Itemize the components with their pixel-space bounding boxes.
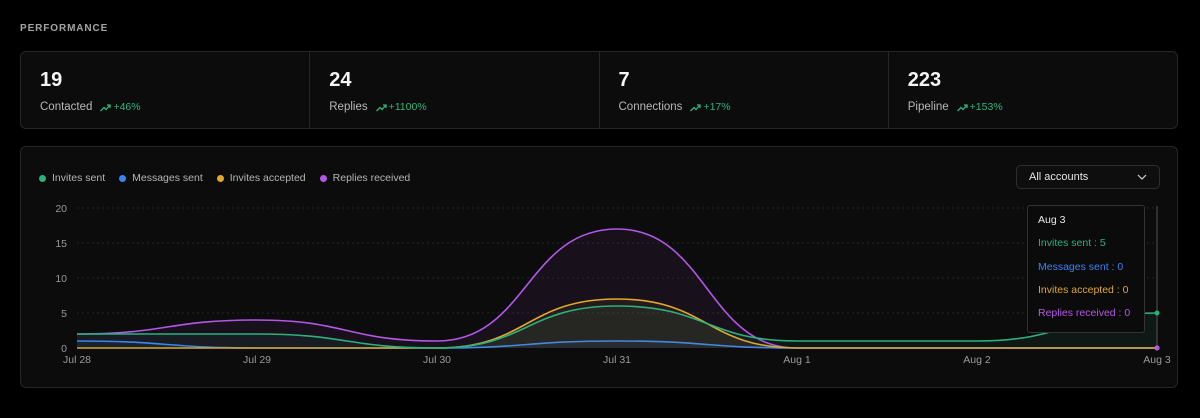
line-chart[interactable]: 0 5 10 15 20 Jul 28 Jul 29 Jul 30 Jul 31 Aug 1 Aug… <box>21 147 1179 389</box>
stat-value: 24 <box>329 69 352 91</box>
stat-value: 7 <box>618 69 630 91</box>
x-tick-label: Jul 30 <box>423 354 451 366</box>
stat-label: Connections <box>618 101 683 113</box>
legend-label: Invites sent <box>52 172 106 184</box>
tooltip-messages-sent: Messages sent : 0 <box>1038 260 1124 273</box>
account-select[interactable]: All accounts <box>1016 165 1160 189</box>
activity-chart-card: Invites sent Messages sent Invites accep… <box>20 146 1178 388</box>
stat-connections: 7 Connections +17% <box>600 52 889 128</box>
trend-badge: +153% <box>956 101 1003 113</box>
stat-label: Replies <box>329 101 368 113</box>
series-area <box>77 229 1157 348</box>
stat-label: Contacted <box>40 101 93 113</box>
legend-item-messages-sent[interactable]: Messages sent <box>119 172 203 184</box>
y-tick-label: 15 <box>55 238 67 250</box>
series-line <box>77 298 1157 349</box>
stat-pipeline: 223 Pipeline +153% <box>889 52 1177 128</box>
legend-item-replies-received[interactable]: Replies received <box>319 172 411 184</box>
section-title: PERFORMANCE <box>20 23 109 34</box>
series-line <box>76 305 1158 349</box>
tooltip-date: Aug 3 <box>1038 214 1066 226</box>
series-area <box>77 341 1157 348</box>
trend-value: +153% <box>969 101 1003 113</box>
series-area <box>77 306 1157 348</box>
stat-replies: 24 Replies +1100% <box>310 52 600 128</box>
trend-badge: +46% <box>100 101 141 113</box>
hover-point <box>1154 310 1160 316</box>
legend-item-invites-sent[interactable]: Invites sent <box>39 172 105 184</box>
chart-legend: Invites sent Messages sent Invites accep… <box>39 172 424 184</box>
legend-dot <box>39 174 46 182</box>
trend-up-icon <box>956 103 968 111</box>
x-tick-label: Jul 31 <box>603 354 631 366</box>
chart-tooltip: Aug 3 Invites sent : 5 Messages sent : 0… <box>1027 205 1145 333</box>
series-area <box>77 299 1157 348</box>
stat-label: Pipeline <box>907 101 949 113</box>
legend-label: Messages sent <box>132 172 203 184</box>
trend-up-icon <box>100 103 112 111</box>
trend-value: +46% <box>113 101 141 113</box>
y-tick-label: 0 <box>61 343 67 355</box>
legend-item-invites-accepted[interactable]: Invites accepted <box>216 172 306 184</box>
x-tick-label: Aug 2 <box>963 354 991 366</box>
legend-label: Replies received <box>332 172 411 184</box>
trend-badge: +1100% <box>375 101 427 113</box>
tooltip-replies-received: Replies received : 0 <box>1038 307 1131 320</box>
stat-value: 223 <box>907 69 942 91</box>
x-tick-label: Aug 1 <box>783 354 811 366</box>
trend-value: +1100% <box>388 101 427 113</box>
x-tick-label: Jul 28 <box>63 354 91 366</box>
chevron-down-icon <box>1137 174 1147 180</box>
legend-dot <box>319 174 327 182</box>
legend-dot <box>216 174 224 182</box>
trend-up-icon <box>690 103 702 111</box>
trend-badge: +17% <box>690 101 731 113</box>
x-tick-label: Aug 3 <box>1143 354 1171 366</box>
hover-point <box>1154 345 1160 351</box>
legend-label: Invites accepted <box>229 172 306 184</box>
stats-panel: 19 Contacted +46% 24 Replies +1100% 7 Co… <box>20 51 1178 129</box>
trend-up-icon <box>375 103 387 111</box>
y-tick-label: 20 <box>55 203 67 215</box>
tooltip-invites-accepted: Invites accepted : 0 <box>1038 283 1129 296</box>
stat-value: 19 <box>40 69 63 91</box>
x-tick-label: Jul 29 <box>243 354 271 366</box>
stat-contacted: 19 Contacted +46% <box>21 52 311 128</box>
tooltip-invites-sent: Invites sent : 5 <box>1038 237 1106 250</box>
account-select-value: All accounts <box>1029 171 1089 183</box>
legend-dot <box>119 174 127 182</box>
y-tick-label: 10 <box>55 273 67 285</box>
trend-value: +17% <box>703 101 731 113</box>
y-tick-label: 5 <box>61 308 67 320</box>
